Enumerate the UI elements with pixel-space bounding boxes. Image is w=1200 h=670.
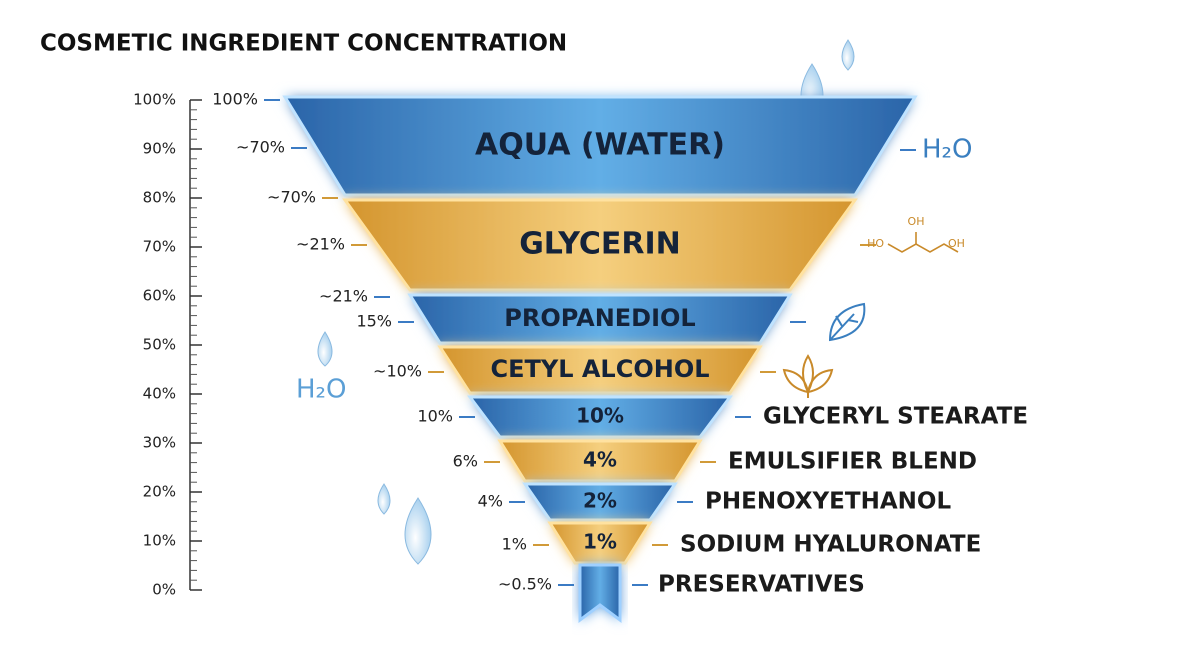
funnel-layer xyxy=(467,395,733,439)
layer-name: AQUA (WATER) xyxy=(475,128,725,163)
layer-value: 4% xyxy=(583,448,617,472)
molecule-label: HO xyxy=(867,237,884,250)
h2o-label: H₂O xyxy=(296,375,346,405)
axis-tick-label: 50% xyxy=(143,336,176,354)
axis-tick-label: 80% xyxy=(143,189,176,207)
layer-name: PHENOXYETHANOL xyxy=(705,489,951,515)
left-label: 100% xyxy=(212,90,258,109)
layer-shape xyxy=(522,482,678,522)
left-label: 10% xyxy=(417,407,453,426)
funnel-layer xyxy=(407,293,793,345)
funnel-layer xyxy=(437,345,763,395)
funnel-layer xyxy=(282,95,918,197)
leaf-icon xyxy=(782,354,834,398)
axis-tick-label: 0% xyxy=(152,581,176,599)
ribbon xyxy=(578,563,622,623)
left-label: ~70% xyxy=(267,188,316,207)
axis-tick-label: 100% xyxy=(133,91,176,109)
axis-tick-label: 70% xyxy=(143,238,176,256)
left-label: 6% xyxy=(453,452,478,471)
leaf-icon xyxy=(828,302,866,342)
left-label: ~21% xyxy=(319,287,368,306)
layer-shape xyxy=(437,345,763,395)
molecule-label: OH xyxy=(948,237,965,250)
layer-shape xyxy=(407,293,793,345)
funnel-layer xyxy=(342,198,858,292)
layer-name: SODIUM HYALURONATE xyxy=(680,532,981,558)
left-label: ~0.5% xyxy=(498,575,552,594)
left-label: 4% xyxy=(478,492,503,511)
layer-name: GLYCERIN xyxy=(519,227,681,262)
left-label: 1% xyxy=(502,535,527,554)
axis-tick-label: 60% xyxy=(143,287,176,305)
layer-shape xyxy=(547,521,653,565)
layer-name: CETYL ALCOHOL xyxy=(490,355,709,383)
layer-value: 10% xyxy=(576,404,624,428)
axis-tick-label: 90% xyxy=(143,140,176,158)
layer-shape xyxy=(467,395,733,439)
h2o-label: H₂O xyxy=(922,135,972,165)
layer-shape xyxy=(342,198,858,292)
funnel-layer xyxy=(578,563,622,623)
layer-name: PRESERVATIVES xyxy=(658,572,865,598)
layer-shape xyxy=(282,95,918,197)
molecule xyxy=(887,232,959,253)
axis-tick-label: 20% xyxy=(143,483,176,501)
molecule-label: OH xyxy=(908,215,925,228)
layer-name: PROPANEDIOL xyxy=(504,304,695,332)
axis-tick-label: 40% xyxy=(143,385,176,403)
left-label: 15% xyxy=(356,312,392,331)
layer-value: 2% xyxy=(583,489,617,513)
layer-name: GLYCERYL STEARATE xyxy=(763,404,1028,430)
funnel-layer xyxy=(522,482,678,522)
left-label: ~10% xyxy=(373,362,422,381)
funnel-layer xyxy=(547,521,653,565)
axis-tick-label: 10% xyxy=(143,532,176,550)
funnel-layer xyxy=(497,439,703,483)
title: COSMETIC INGREDIENT CONCENTRATION xyxy=(40,31,567,57)
axis-tick-label: 30% xyxy=(143,434,176,452)
left-label: ~21% xyxy=(296,235,345,254)
left-label: ~70% xyxy=(236,138,285,157)
layer-name: EMULSIFIER BLEND xyxy=(728,449,977,475)
layer-value: 1% xyxy=(583,530,617,554)
layer-shape xyxy=(497,439,703,483)
